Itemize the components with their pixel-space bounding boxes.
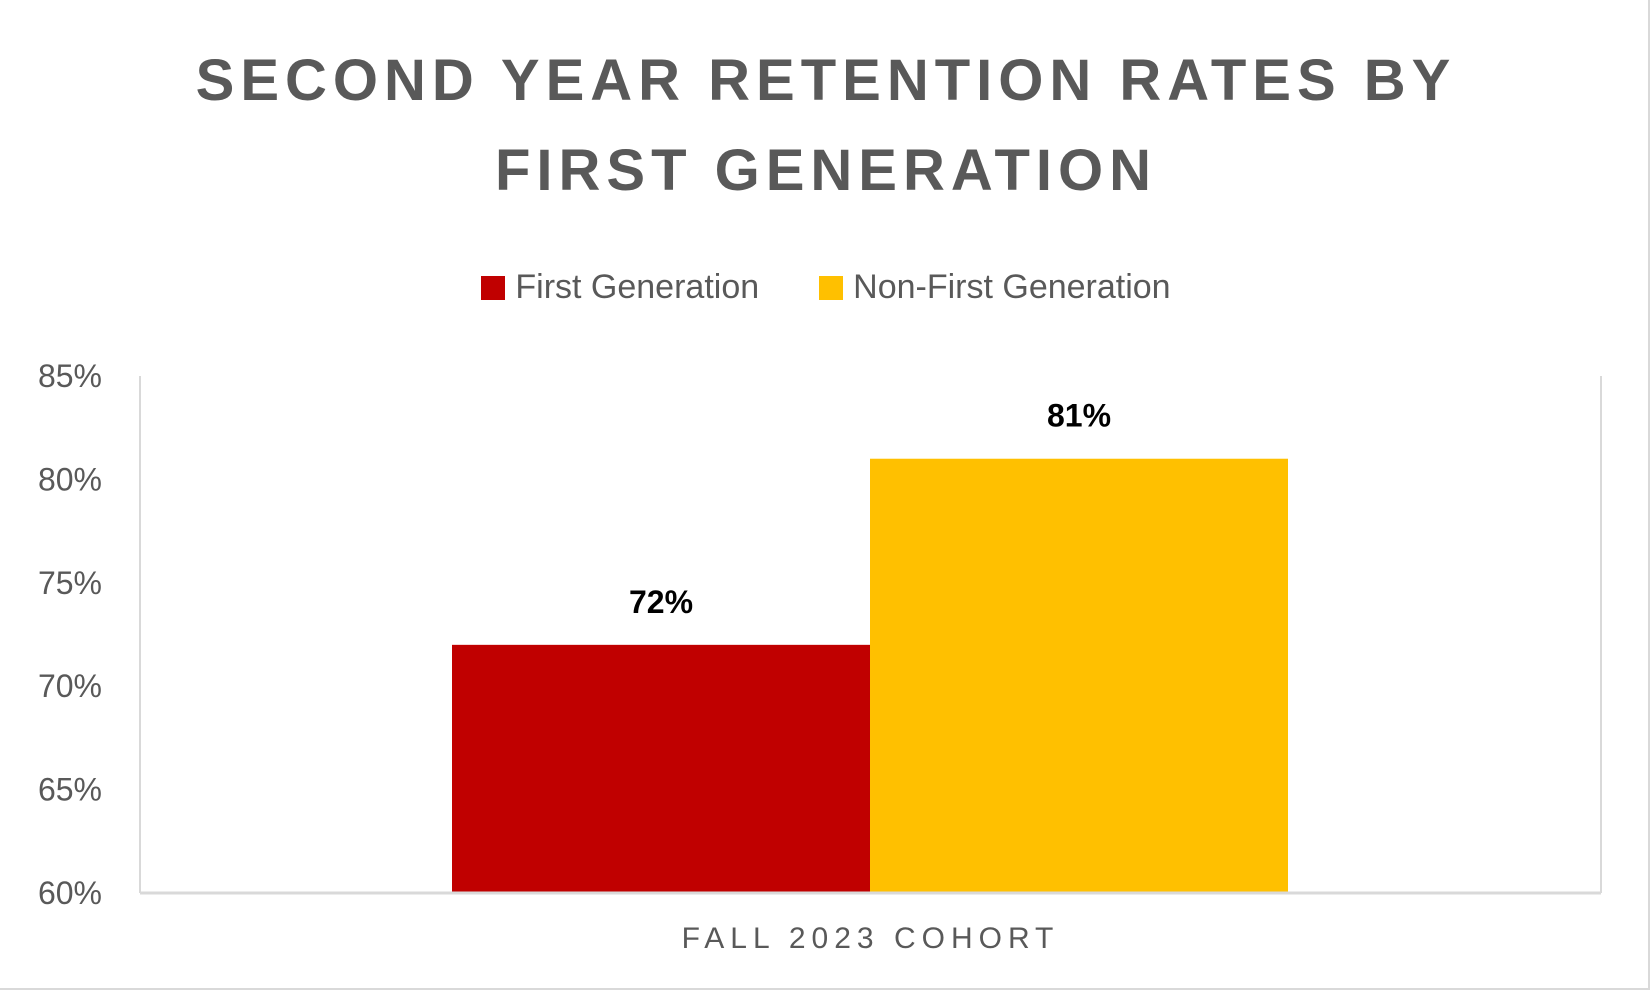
bar-non-first-generation (870, 458, 1288, 893)
y-tick-label: 65% (38, 772, 102, 808)
legend-swatch (481, 275, 506, 300)
y-tick-label: 80% (38, 461, 102, 497)
data-label: 72% (629, 584, 693, 620)
legend-label: Non-First Generation (853, 268, 1171, 306)
legend-label: First Generation (515, 268, 760, 306)
legend: First Generation Non-First Generation (0, 268, 1652, 307)
legend-swatch (819, 275, 844, 300)
legend-item-non-first-generation: Non-First Generation (819, 268, 1171, 307)
y-tick-label: 60% (38, 875, 102, 911)
chart-title-line-1: SECOND YEAR RETENTION RATES BY (195, 48, 1457, 113)
legend-item-first-generation: First Generation (481, 268, 759, 307)
chart-title-line-2: FIRST GENERATION (494, 138, 1158, 203)
data-label: 81% (1047, 398, 1111, 434)
bar-first-generation (452, 644, 870, 893)
x-category-label: FALL 2023 COHORT (681, 922, 1060, 955)
y-tick-label: 75% (38, 565, 102, 601)
y-tick-label: 70% (38, 668, 102, 704)
y-tick-label: 85% (38, 358, 102, 394)
